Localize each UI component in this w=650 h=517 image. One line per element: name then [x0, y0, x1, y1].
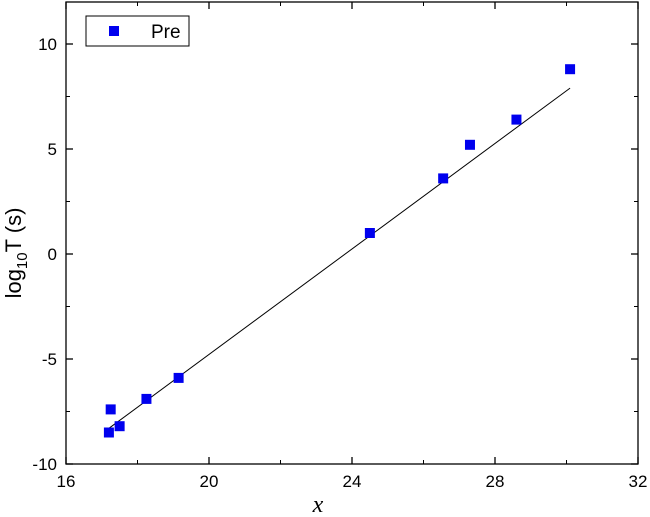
data-point [364, 228, 375, 238]
y-axis-title-main: log [1, 269, 26, 298]
x-tick-label: 20 [200, 472, 219, 491]
legend: Pre [85, 15, 190, 47]
legend-box [85, 15, 190, 47]
plot-frame [65, 1, 639, 465]
axis-ticks [65, 2, 639, 465]
data-point [565, 64, 576, 75]
y-axis-title-subscript: 10 [14, 252, 31, 269]
data-point [438, 173, 449, 184]
legend-marker [109, 26, 119, 36]
y-tick-label: 5 [48, 140, 57, 159]
data-point [105, 404, 116, 415]
x-tick-label: 24 [343, 472, 362, 491]
data-point [103, 427, 114, 438]
x-tick-labels: 16 20 24 28 32 [57, 472, 648, 491]
y-axis-title: log10T (s) [1, 208, 31, 299]
data-point [464, 139, 475, 150]
x-tick-label: 16 [57, 472, 76, 491]
fit-line [108, 87, 571, 429]
y-tick-label: -5 [42, 350, 57, 369]
y-tick-label: 10 [38, 35, 57, 54]
y-tick-label: -10 [32, 455, 57, 474]
data-point [173, 372, 184, 383]
data-point [141, 393, 152, 404]
y-tick-label: 0 [48, 245, 57, 264]
legend-label: Pre [151, 22, 181, 43]
y-tick-labels: -10 -5 0 5 10 [32, 35, 57, 474]
x-tick-label: 28 [486, 472, 505, 491]
x-axis-title: x [312, 492, 324, 517]
x-tick-label: 32 [629, 472, 648, 491]
y-axis-title-rest: T (s) [1, 208, 26, 253]
data-point [511, 114, 522, 125]
data-point [114, 421, 125, 432]
data-points [103, 64, 576, 438]
